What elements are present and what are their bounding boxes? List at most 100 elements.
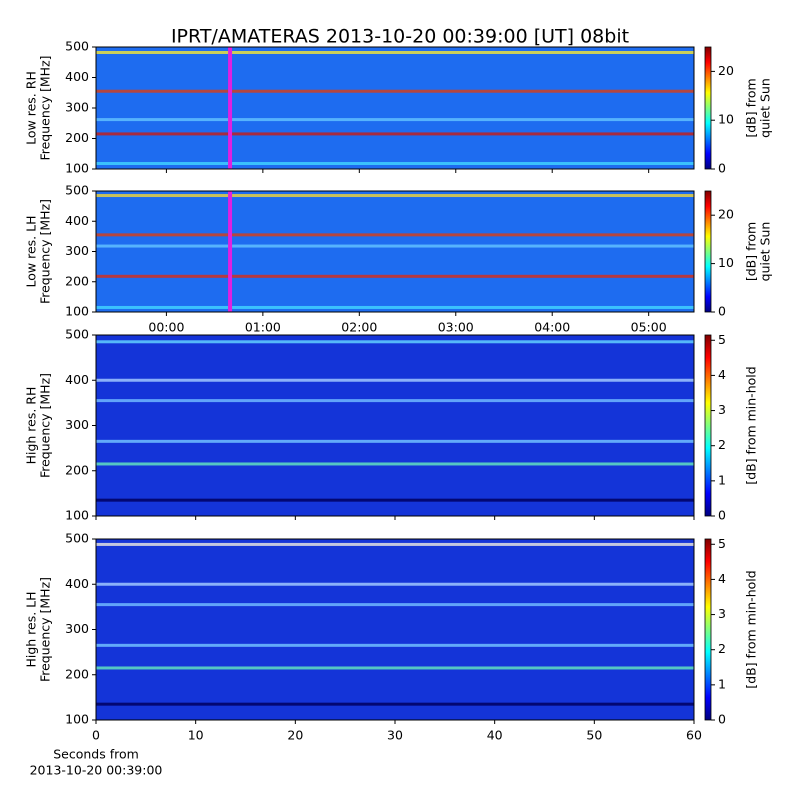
emission-band <box>96 582 694 586</box>
y-axis-label: Frequency [MHz] <box>38 373 53 478</box>
y-tick-label: 100 <box>65 161 89 176</box>
emission-band <box>96 378 694 382</box>
y-tick-label: 300 <box>65 417 89 432</box>
emission-band <box>96 305 694 309</box>
y-axis-label: Frequency [MHz] <box>38 199 53 304</box>
chart-title: IPRT/AMATERAS 2013-10-20 00:39:00 [UT] 0… <box>171 26 629 48</box>
x-tick-label: 05:00 <box>631 320 667 335</box>
y-tick-label: 500 <box>65 327 89 342</box>
y-axis-label: High res. RH <box>24 387 39 465</box>
colorbar-tick-label: 2 <box>718 437 726 452</box>
y-tick-label: 100 <box>65 304 89 319</box>
x-tick-label: 00:00 <box>148 320 184 335</box>
colorbar-tick-label: 10 <box>718 255 734 270</box>
emission-band <box>96 498 694 502</box>
y-tick-label: 400 <box>65 576 89 591</box>
colorbar-label: [dB] from <box>744 222 759 281</box>
emission-band <box>96 542 694 546</box>
x-tick-label: 0 <box>92 728 100 743</box>
colorbar-tick-label: 20 <box>718 63 734 78</box>
emission-band <box>96 462 694 466</box>
colorbar-tick-label: 0 <box>718 508 726 523</box>
emission-band <box>96 118 694 122</box>
emission-band <box>96 603 694 607</box>
emission-band <box>96 666 694 670</box>
colorbar-tick-label: 5 <box>718 332 726 347</box>
x-tick-label: 03:00 <box>438 320 474 335</box>
colorbar <box>704 334 712 517</box>
y-tick-label: 100 <box>65 712 89 727</box>
x-tick-label: 10 <box>188 728 204 743</box>
y-tick-label: 200 <box>65 273 89 288</box>
x-tick-label: 04:00 <box>534 320 570 335</box>
x-tick-label: 60 <box>686 728 702 743</box>
y-tick-label: 500 <box>65 531 89 546</box>
emission-band <box>96 194 694 198</box>
colorbar-tick-label: 0 <box>718 712 726 727</box>
y-tick-label: 200 <box>65 130 89 145</box>
x-axis-label: Seconds from <box>53 747 139 762</box>
x-tick-label: 20 <box>287 728 303 743</box>
y-tick-label: 400 <box>65 372 89 387</box>
y-axis-label: Frequency [MHz] <box>38 55 53 160</box>
colorbar-tick-label: 1 <box>718 472 726 487</box>
colorbar-tick-label: 4 <box>718 571 726 586</box>
emission-band <box>96 643 694 647</box>
y-tick-label: 300 <box>65 100 89 115</box>
y-tick-label: 300 <box>65 621 89 636</box>
y-axis-label: High res. LH <box>24 591 39 667</box>
colorbar-tick-label: 2 <box>718 641 726 656</box>
colorbar-tick-label: 3 <box>718 606 726 621</box>
emission-band <box>96 89 694 93</box>
spectrogram-background <box>96 539 694 720</box>
emission-band <box>96 50 694 54</box>
x-tick-label: 02:00 <box>341 320 377 335</box>
y-tick-label: 200 <box>65 666 89 681</box>
x-tick-label: 30 <box>387 728 403 743</box>
emission-band <box>96 274 694 278</box>
colorbar-tick-label: 0 <box>718 304 726 319</box>
emission-band <box>96 340 694 344</box>
colorbar-tick-label: 5 <box>718 536 726 551</box>
colorbar <box>704 46 712 170</box>
colorbar-label: quiet Sun <box>758 78 773 138</box>
colorbar-label: [dB] from min-hold <box>744 366 759 484</box>
colorbar-tick-label: 1 <box>718 676 726 691</box>
emission-band <box>96 244 694 248</box>
spectrogram-background <box>96 335 694 516</box>
colorbar-tick-label: 10 <box>718 112 734 127</box>
emission-band <box>96 233 694 237</box>
y-tick-label: 100 <box>65 508 89 523</box>
colorbar-tick-label: 3 <box>718 402 726 417</box>
x-tick-label: 01:00 <box>245 320 281 335</box>
y-tick-label: 500 <box>65 183 89 198</box>
x-axis-label: 2013-10-20 00:39:00 <box>30 763 163 778</box>
y-axis-label: Low res. RH <box>24 71 39 145</box>
time-marker <box>228 47 233 169</box>
y-tick-label: 400 <box>65 69 89 84</box>
colorbar-tick-label: 0 <box>718 161 726 176</box>
y-tick-label: 400 <box>65 213 89 228</box>
colorbar-label: [dB] from <box>744 78 759 137</box>
colorbar-tick-label: 20 <box>718 207 734 222</box>
time-marker <box>228 191 233 312</box>
x-tick-label: 40 <box>487 728 503 743</box>
y-tick-label: 300 <box>65 243 89 258</box>
y-axis-label: Low res. LH <box>24 216 39 288</box>
colorbar-tick-label: 4 <box>718 367 726 382</box>
colorbar-label: [dB] from min-hold <box>744 570 759 688</box>
emission-band <box>96 132 694 136</box>
emission-band <box>96 399 694 403</box>
spectrogram-background <box>96 47 694 169</box>
emission-band <box>96 162 694 166</box>
y-tick-label: 200 <box>65 462 89 477</box>
colorbar-label: quiet Sun <box>758 222 773 282</box>
spectrogram-background <box>96 191 694 312</box>
y-tick-label: 500 <box>65 39 89 54</box>
emission-band <box>96 702 694 706</box>
x-tick-label: 50 <box>586 728 602 743</box>
colorbar <box>704 190 712 313</box>
emission-band <box>96 439 694 443</box>
colorbar <box>704 538 712 721</box>
